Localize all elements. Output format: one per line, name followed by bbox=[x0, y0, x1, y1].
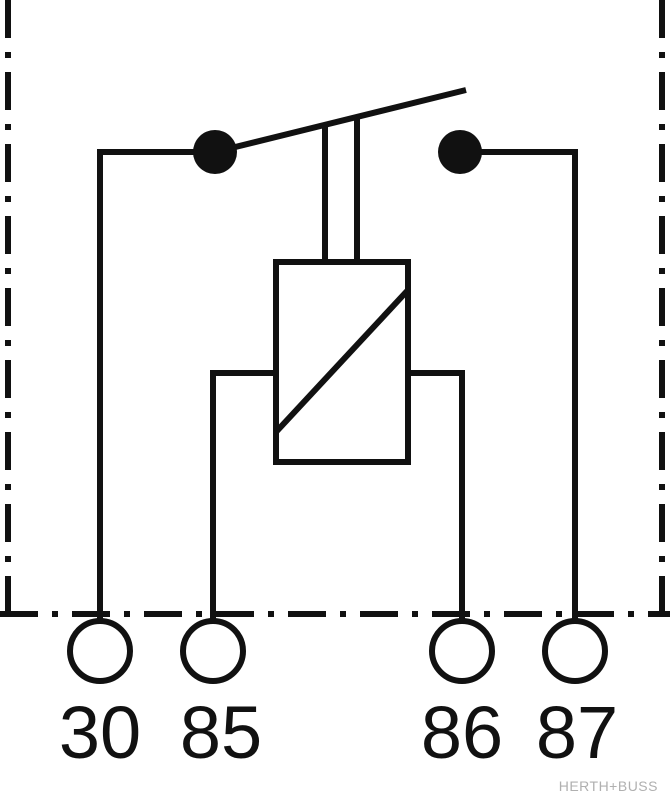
relay-housing-outline bbox=[0, 0, 670, 617]
terminal-87 bbox=[542, 618, 608, 684]
coil-box bbox=[273, 259, 411, 465]
terminal-85 bbox=[180, 618, 246, 684]
coil-diagonal bbox=[273, 287, 411, 435]
pin-label-30: 30 bbox=[59, 691, 141, 774]
switch-arm bbox=[214, 87, 467, 155]
terminal-30 bbox=[67, 618, 133, 684]
no-contact-dot bbox=[438, 130, 482, 174]
wire-pin-86 bbox=[408, 370, 465, 620]
pin-label-87: 87 bbox=[536, 691, 618, 774]
terminal-86 bbox=[429, 618, 495, 684]
herth-buss-watermark: HERTH+BUSS bbox=[558, 778, 658, 794]
relay-wiring bbox=[97, 87, 578, 620]
wire-pin-85 bbox=[210, 370, 276, 620]
terminals bbox=[67, 618, 608, 684]
wire-pin-30 bbox=[97, 149, 215, 620]
wire-pin-87 bbox=[460, 149, 578, 620]
pin-label-85: 85 bbox=[180, 691, 262, 774]
pin-label-86: 86 bbox=[421, 691, 503, 774]
common-contact-dot bbox=[193, 130, 237, 174]
